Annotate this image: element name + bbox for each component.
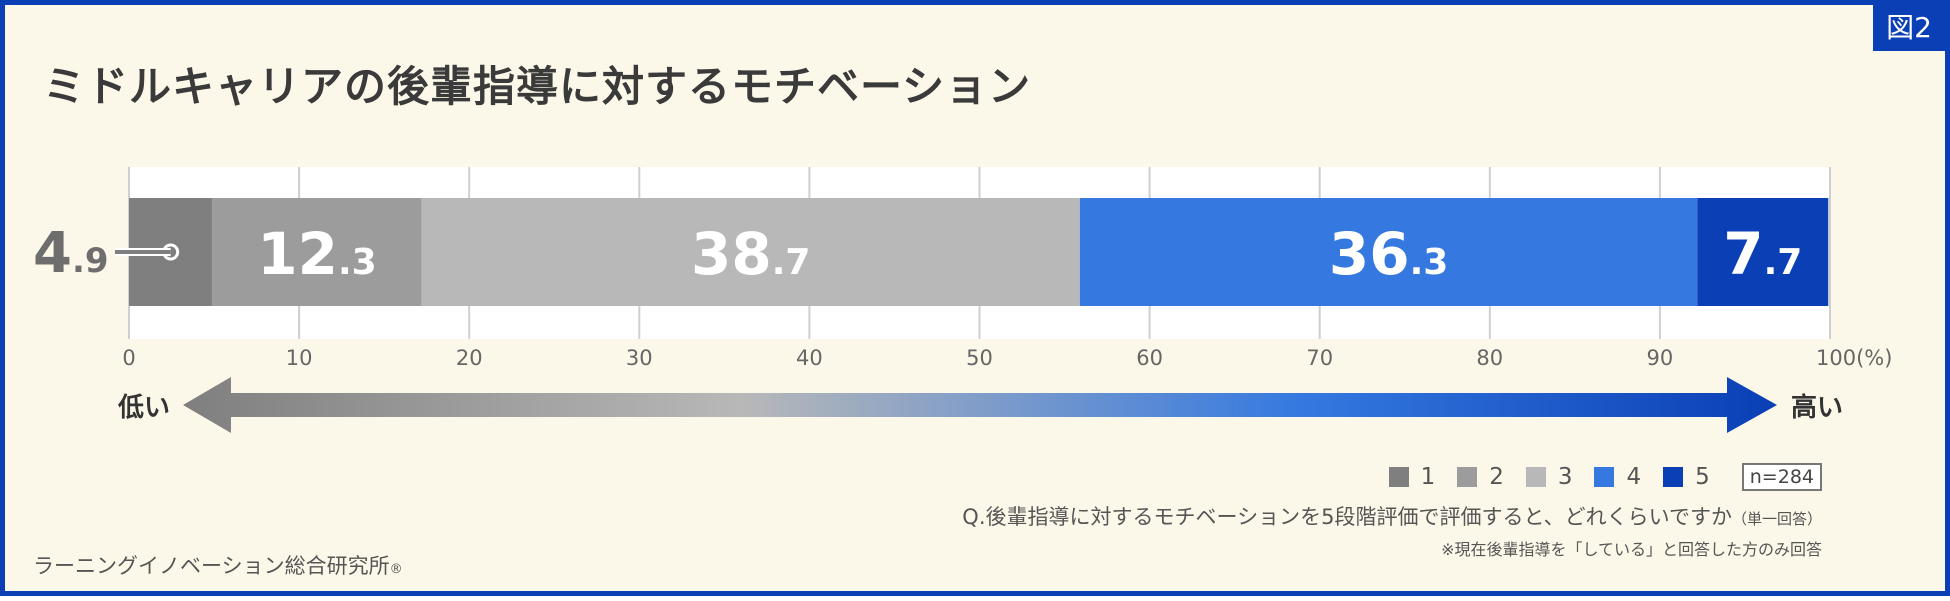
x-tick-label: 60	[1136, 346, 1163, 370]
x-tick-label: 10	[286, 346, 313, 370]
sample-size: n=284	[1741, 463, 1822, 491]
legend-label: 4	[1626, 464, 1642, 490]
stacked-bar-chart: 4.9 12.3 38.7 36.3 7.7 0 10 20 30 40 50 60 70 80 90 10…	[33, 167, 1892, 433]
bar-segment-5	[1697, 198, 1829, 306]
source-credit: ラーニングイノベーション総合研究所®	[33, 550, 403, 580]
footnote: ※現在後輩指導を「している」と回答した方のみ回答	[1441, 540, 1822, 559]
bar-segment-4	[1079, 198, 1698, 306]
legend-item-3: 3	[1525, 464, 1573, 490]
legend-swatch	[1525, 467, 1546, 487]
source-name: ラーニングイノベーション総合研究所	[33, 554, 390, 578]
bar-segment-2	[212, 198, 422, 306]
legend-label: 5	[1695, 464, 1710, 490]
leader-line	[115, 250, 171, 254]
legend-item-5: 5	[1663, 464, 1710, 490]
scale-arrow	[183, 377, 1777, 433]
registered-mark: ®	[389, 562, 403, 577]
legend-label: 1	[1420, 464, 1436, 490]
x-tick-label: 90	[1647, 346, 1674, 370]
chart-title: ミドルキャリアの後輩指導に対するモチベーション	[43, 62, 1032, 111]
question-text: Q.後輩指導に対するモチベーションを5段階評価で評価すると、どれくらいですか（単…	[962, 501, 1822, 531]
data-label-3: 38.7	[691, 220, 810, 288]
data-label-2: 12.3	[257, 220, 376, 288]
data-label-1: 4.9	[33, 221, 109, 286]
legend-swatch	[1388, 467, 1409, 487]
legend-item-1: 1	[1388, 464, 1436, 490]
bar-segment-3	[421, 198, 1080, 306]
legend-item-4: 4	[1594, 464, 1641, 490]
legend-label: 2	[1489, 464, 1504, 490]
data-label-4: 36.3	[1329, 220, 1448, 288]
figure-badge: 図2	[1873, 5, 1945, 51]
question-note: （単一回答）	[1731, 510, 1822, 528]
legend-item-2: 2	[1457, 464, 1504, 490]
legend-swatch	[1594, 467, 1615, 487]
question-body: Q.後輩指導に対するモチベーションを5段階評価で評価すると、どれくらいですか	[962, 505, 1732, 529]
x-tick-label: 30	[626, 346, 653, 370]
legend-swatch	[1457, 467, 1478, 487]
scale-high-label: 高い	[1791, 393, 1844, 423]
scale-low-label: 低い	[118, 393, 171, 423]
x-tick-label: 20	[456, 346, 483, 370]
legend-label: 3	[1557, 464, 1573, 490]
legend-swatch	[1663, 467, 1684, 487]
x-tick-label: 80	[1476, 346, 1503, 370]
x-tick-label: 100(%)	[1816, 346, 1892, 370]
data-label-5: 7.7	[1723, 220, 1802, 288]
x-tick-label: 0	[122, 346, 135, 370]
x-tick-label: 70	[1306, 346, 1333, 370]
legend: 1 2 3 4 5 n=284	[1388, 463, 1822, 491]
x-tick-label: 40	[796, 346, 823, 370]
x-tick-label: 50	[966, 346, 993, 370]
